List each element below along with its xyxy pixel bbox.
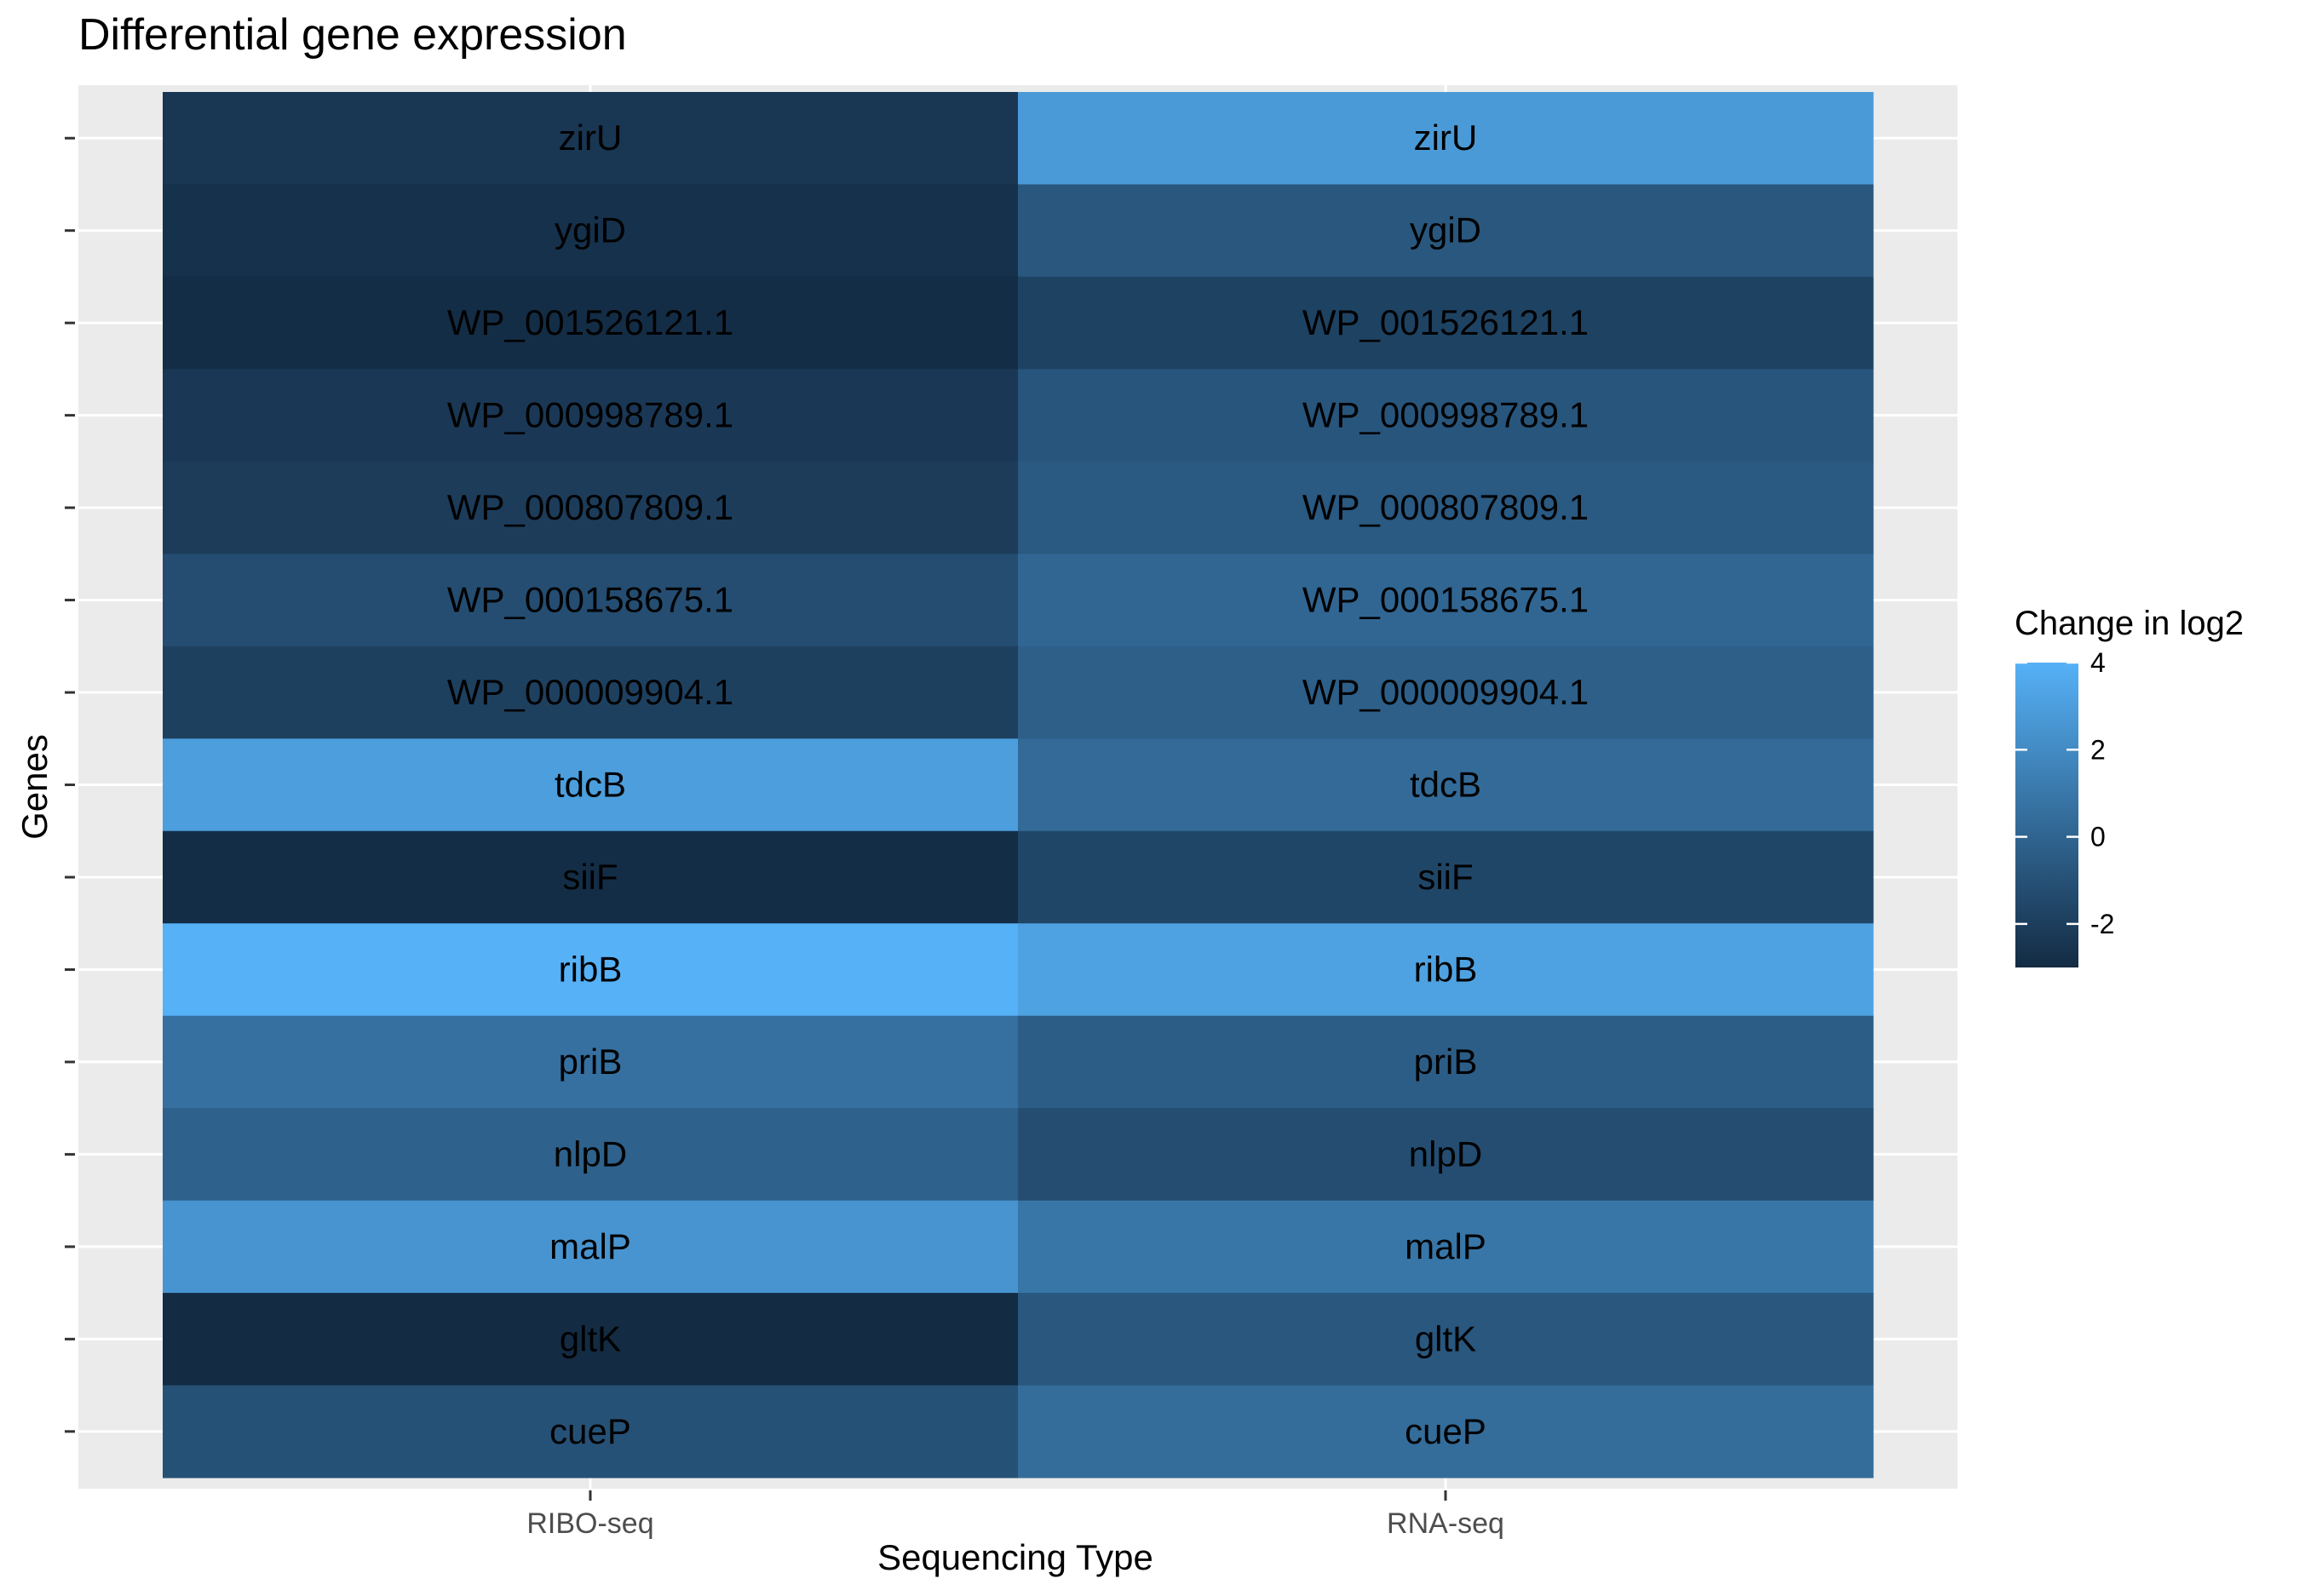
heatmap-cell	[163, 92, 1019, 185]
cell-label: nlpD	[1409, 1134, 1482, 1174]
cell-label: ygiD	[555, 210, 626, 250]
cell-label: WP_000807809.1	[1302, 487, 1589, 527]
heatmap-cell	[1018, 184, 1874, 278]
heatmap-cell	[163, 184, 1019, 278]
heatmap-cell	[163, 1200, 1019, 1294]
cell-label: cueP	[1405, 1411, 1486, 1451]
cell-label: malP	[1405, 1226, 1486, 1266]
x-tick-label: RIBO-seq	[526, 1507, 653, 1540]
cell-label: nlpD	[554, 1134, 627, 1174]
cell-label: gltK	[560, 1318, 621, 1358]
x-tick-label: RNA-seq	[1387, 1507, 1504, 1540]
heatmap-cell	[163, 738, 1019, 832]
heatmap-cell	[163, 923, 1019, 1017]
heatmap-cell	[163, 830, 1019, 924]
legend-ticks: 4 2 0 -2	[2015, 647, 2114, 939]
cell-label: WP_001526121.1	[1302, 302, 1589, 342]
cell-label: ribB	[559, 949, 623, 989]
cell-label: siiF	[1417, 857, 1473, 897]
y-axis-title: Genes	[14, 734, 55, 840]
cell-label: WP_000158675.1	[447, 580, 733, 620]
cell-label: tdcB	[555, 765, 626, 805]
heatmap-cell	[1018, 1015, 1874, 1109]
heatmap-cell	[1018, 1108, 1874, 1202]
axis-ticks: RIBO-seq RNA-seq	[65, 136, 1504, 1540]
legend-tick-label: 2	[2090, 734, 2106, 765]
cell-label: zirU	[1414, 118, 1478, 158]
cell-label: WP_000998789.1	[447, 395, 733, 435]
legend-tick-label: -2	[2090, 909, 2114, 939]
heatmap-cell	[1018, 1200, 1874, 1294]
cell-label: WP_000158675.1	[1302, 580, 1589, 620]
heatmap-cell	[163, 1108, 1019, 1202]
color-legend: Change in log2 4 2 0 -2	[2015, 605, 2244, 967]
heatmap-cell	[1018, 1385, 1874, 1478]
heatmap-cell	[1018, 369, 1874, 462]
cell-label: priB	[559, 1042, 623, 1082]
cell-label: ribB	[1414, 949, 1478, 989]
cell-label: tdcB	[1410, 765, 1481, 805]
heatmap-cell	[1018, 554, 1874, 647]
heatmap-cell	[163, 646, 1019, 739]
cell-label: siiF	[562, 857, 618, 897]
cell-label: WP_000807809.1	[447, 487, 733, 527]
cell-label: zirU	[559, 118, 623, 158]
heatmap-cell	[163, 554, 1019, 647]
legend-tick-label: 4	[2090, 647, 2106, 678]
heatmap-cell	[163, 276, 1019, 370]
cell-label: WP_001526121.1	[447, 302, 733, 342]
heatmap-cell	[1018, 276, 1874, 370]
heatmap-cell	[1018, 646, 1874, 739]
heatmap-cell	[1018, 92, 1874, 185]
heatmap-cell	[163, 461, 1019, 554]
cell-label: gltK	[1415, 1318, 1476, 1358]
heatmap-cell	[1018, 461, 1874, 554]
cell-label: WP_000998789.1	[1302, 395, 1589, 435]
heatmap-cell	[163, 1015, 1019, 1109]
chart-title: Differential gene expression	[78, 10, 627, 60]
heatmap-cell	[1018, 1293, 1874, 1386]
cell-label: priB	[1414, 1042, 1478, 1082]
heatmap-cell	[163, 369, 1019, 462]
heatmap-cell	[1018, 830, 1874, 924]
x-axis-title: Sequencing Type	[877, 1537, 1153, 1577]
legend-colorbar	[2015, 663, 2078, 967]
heatmap-cell	[1018, 923, 1874, 1017]
heatmap-cells: zirU zirU ygiD ygiD WP_001526121.1 WP_0015261…	[163, 92, 1874, 1478]
cell-label: cueP	[549, 1411, 631, 1451]
heatmap-cell	[163, 1385, 1019, 1478]
legend-tick-label: 0	[2090, 822, 2106, 853]
heatmap-cell	[1018, 738, 1874, 832]
cell-label: WP_000009904.1	[1302, 672, 1589, 712]
legend-title: Change in log2	[2015, 605, 2244, 642]
cell-label: ygiD	[1410, 210, 1481, 250]
cell-label: malP	[549, 1226, 631, 1266]
heatmap-cell	[163, 1293, 1019, 1386]
cell-label: WP_000009904.1	[447, 672, 733, 712]
